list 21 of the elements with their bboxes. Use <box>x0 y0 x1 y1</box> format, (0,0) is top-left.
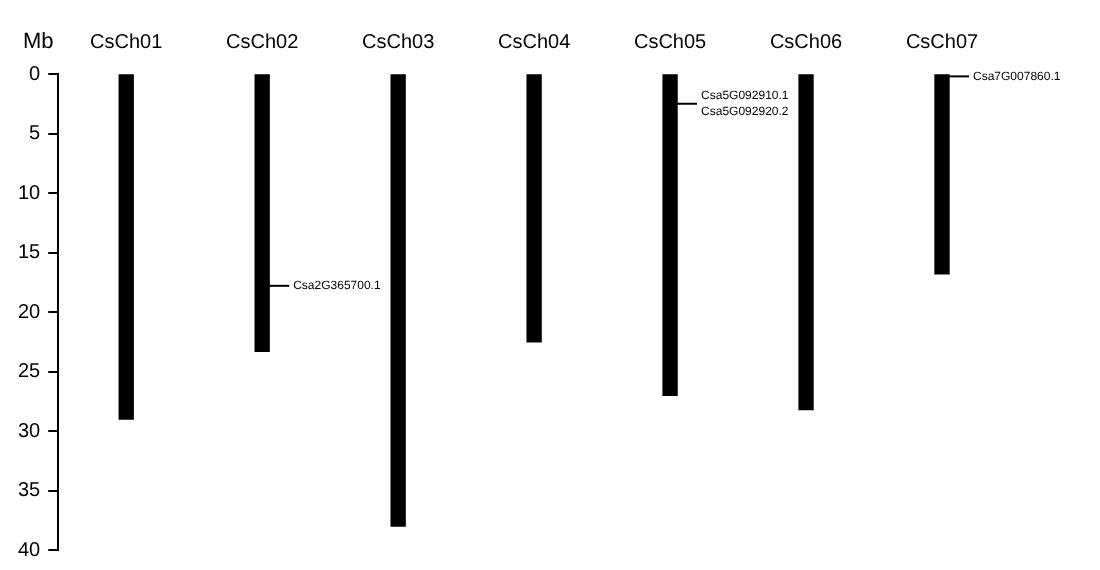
y-axis-title: Mb <box>22 30 54 55</box>
x-tick-label: CsCh05 <box>633 31 708 54</box>
y-tick-label: 0 <box>29 63 42 86</box>
bar <box>798 74 814 411</box>
bar <box>390 74 406 527</box>
bar <box>118 74 134 420</box>
x-tick-label: CsCh07 <box>905 31 980 54</box>
x-tick-label: CsCh04 <box>497 31 572 54</box>
y-tick-label: 10 <box>18 182 42 205</box>
y-tick-label: 40 <box>18 539 42 562</box>
y-tick-label: 5 <box>29 123 42 145</box>
x-tick-label: CsCh03 <box>362 31 436 54</box>
y-tick-label: 25 <box>18 361 42 383</box>
y-tick-label: 20 <box>18 301 42 324</box>
x-tick-label: CsCh02 <box>226 31 300 54</box>
y-tick-label: 30 <box>18 420 42 443</box>
x-tick-label: CsCh06 <box>769 31 844 54</box>
y-tick-label: 15 <box>18 242 42 264</box>
y-tick-label: 35 <box>18 480 42 502</box>
bar <box>526 74 542 343</box>
x-tick-label: CsCh01 <box>90 31 164 54</box>
